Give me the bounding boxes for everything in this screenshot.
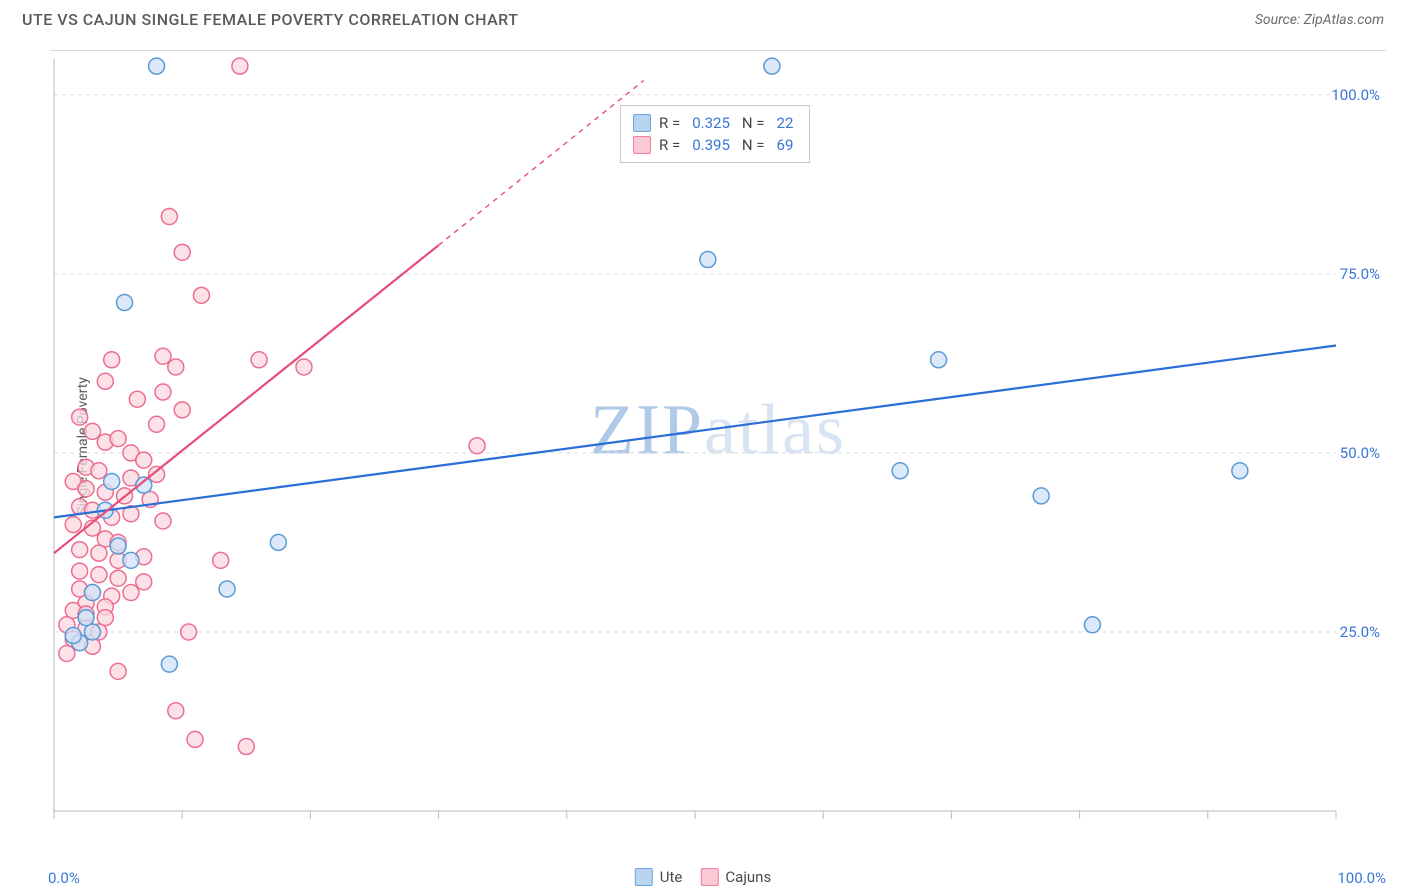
cajuns-swatch-icon [700, 868, 718, 886]
scatter-plot: 25.0% 50.0% 75.0% 100.0% [50, 51, 1386, 841]
x-axis-min-label: 0.0% [48, 869, 80, 887]
cajuns-label: Cajuns [725, 868, 771, 886]
legend-row-ute: R = 0.325 N = 22 [633, 112, 797, 134]
legend-item-cajuns: Cajuns [700, 868, 771, 886]
ute-swatch-icon [633, 114, 651, 132]
chart-area: ZIPatlas 25.0%50.0%75.0%100.0% R = 0.325… [50, 50, 1386, 840]
chart-title: UTE VS CAJUN SINGLE FEMALE POVERTY CORRE… [22, 10, 518, 29]
source-label: Source: ZipAtlas.com [1255, 12, 1384, 28]
correlation-legend: R = 0.325 N = 22 R = 0.395 N = 69 [620, 105, 810, 163]
header: UTE VS CAJUN SINGLE FEMALE POVERTY CORRE… [0, 0, 1406, 34]
legend-item-ute: Ute [635, 868, 683, 886]
chart-container: UTE VS CAJUN SINGLE FEMALE POVERTY CORRE… [0, 0, 1406, 892]
svg-text:50.0%: 50.0% [1340, 444, 1380, 462]
svg-text:100.0%: 100.0% [1331, 86, 1380, 104]
series-legend: Ute Cajuns [635, 868, 771, 886]
ute-n-value: 22 [777, 114, 794, 132]
cajuns-swatch-icon [633, 136, 651, 154]
cajuns-r-value: 0.395 [692, 136, 730, 154]
cajuns-n-value: 69 [777, 136, 794, 154]
svg-text:75.0%: 75.0% [1340, 265, 1380, 283]
ute-swatch-icon [635, 868, 653, 886]
legend-row-cajuns: R = 0.395 N = 69 [633, 134, 797, 156]
ute-r-value: 0.325 [692, 114, 730, 132]
svg-text:25.0%: 25.0% [1340, 623, 1380, 641]
ute-label: Ute [660, 868, 683, 886]
x-axis-max-label: 100.0% [1337, 869, 1386, 887]
